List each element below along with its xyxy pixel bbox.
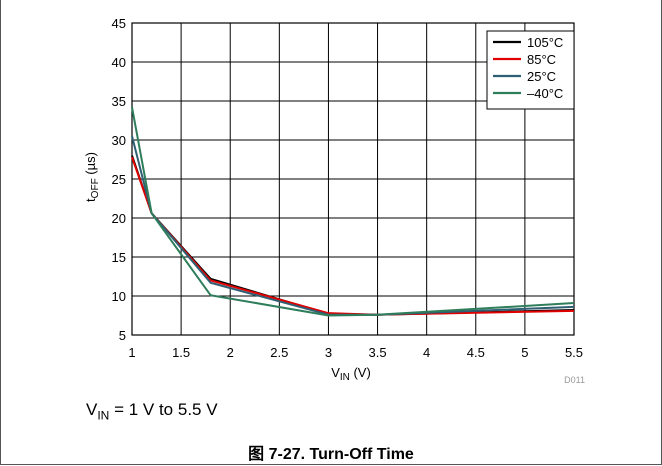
test-condition: VIN = 1 V to 5.5 V <box>86 400 218 422</box>
y-tick-label-8: 45 <box>112 16 126 31</box>
figure-id: D011 <box>564 375 585 385</box>
tick-labels: 1 1.5 2 2.5 3 3.5 4 4.5 5 5.5 5 10 15 20 25 30 35 40 45 <box>112 16 584 360</box>
series-lines <box>131 107 575 317</box>
y-tick-label-4: 25 <box>112 172 126 187</box>
x-tick-label-5: 3.5 <box>369 345 387 360</box>
y-axis-label-unit: (µs) <box>83 152 98 178</box>
figure-caption: 图 7-27. Turn-Off Time <box>248 446 414 463</box>
legend-box <box>486 30 575 110</box>
y-tick-label-1: 10 <box>112 289 126 304</box>
legend-label-1: 85°C <box>527 52 556 67</box>
legend-label-2: 25°C <box>527 69 556 84</box>
series-line-2 <box>131 135 575 316</box>
x-tick-label-9: 5.5 <box>565 345 583 360</box>
x-tick-label-4: 3 <box>325 345 332 360</box>
series-line-3 <box>131 107 575 317</box>
legend: 105°C 85°C 25°C –40°C <box>486 30 575 110</box>
x-tick-label-8: 5 <box>521 345 528 360</box>
x-axis-label-sub: IN <box>340 372 350 383</box>
condition-sub: IN <box>97 408 110 423</box>
y-tick-label-6: 35 <box>112 94 126 109</box>
y-tick-label-3: 20 <box>112 211 126 226</box>
y-axis-label: tOFF (µs) <box>83 152 101 202</box>
series-line-1 <box>131 156 575 316</box>
y-tick-label-0: 5 <box>119 328 126 343</box>
condition-prefix: V <box>86 400 98 419</box>
legend-label-3: –40°C <box>527 86 563 101</box>
x-tick-label-1: 1.5 <box>172 345 190 360</box>
y-axis-label-sub: OFF <box>90 178 101 198</box>
x-tick-label-2: 2 <box>227 345 234 360</box>
y-tick-label-5: 30 <box>112 133 126 148</box>
x-axis-label: VIN (V) <box>331 365 371 383</box>
x-tick-label-3: 2.5 <box>270 345 288 360</box>
x-axis-label-main: V <box>331 365 340 380</box>
x-tick-label-0: 1 <box>128 345 135 360</box>
y-tick-label-7: 40 <box>112 55 126 70</box>
condition-rest: = 1 V to 5.5 V <box>109 400 218 419</box>
legend-label-0: 105°C <box>527 35 563 50</box>
x-tick-label-6: 4 <box>423 345 430 360</box>
plot-border <box>131 22 575 336</box>
x-tick-label-7: 4.5 <box>467 345 485 360</box>
y-axis-label-main: t <box>83 198 98 202</box>
x-axis-label-unit: (V) <box>350 365 371 380</box>
y-tick-label-2: 15 <box>112 250 126 265</box>
